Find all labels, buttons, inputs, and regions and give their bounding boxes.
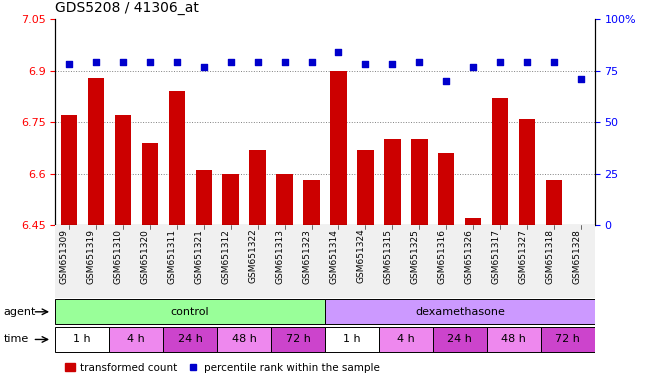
Bar	[433, 327, 487, 352]
Text: GSM651312: GSM651312	[222, 229, 231, 283]
Point	[64, 61, 74, 68]
Text: GSM651322: GSM651322	[248, 229, 257, 283]
Bar	[358, 149, 374, 225]
Point	[576, 76, 586, 82]
Text: GSM651310: GSM651310	[114, 229, 123, 284]
Point	[198, 63, 209, 70]
Bar	[55, 327, 109, 352]
Text: 48 h: 48 h	[231, 334, 257, 344]
Bar	[55, 300, 325, 324]
Point	[252, 60, 263, 66]
Text: GSM651313: GSM651313	[276, 229, 285, 284]
Bar	[60, 115, 77, 225]
Text: control: control	[171, 307, 209, 317]
Text: 72 h: 72 h	[555, 334, 580, 344]
Bar	[384, 139, 400, 225]
Bar	[55, 225, 595, 298]
Text: GSM651325: GSM651325	[410, 229, 419, 283]
Bar	[546, 180, 562, 225]
Text: 4 h: 4 h	[127, 334, 145, 344]
Text: 72 h: 72 h	[285, 334, 311, 344]
Bar	[379, 327, 433, 352]
Point	[280, 60, 290, 66]
Text: GSM651311: GSM651311	[168, 229, 177, 284]
Text: GSM651315: GSM651315	[384, 229, 393, 284]
Text: GSM651321: GSM651321	[194, 229, 203, 283]
Text: GSM651326: GSM651326	[464, 229, 473, 283]
Point	[468, 63, 478, 70]
Bar	[217, 327, 271, 352]
Text: GSM651319: GSM651319	[86, 229, 96, 284]
Bar	[163, 327, 217, 352]
Bar	[271, 327, 325, 352]
Point	[226, 60, 236, 66]
Bar	[304, 180, 320, 225]
Text: 48 h: 48 h	[501, 334, 526, 344]
Legend: transformed count, percentile rank within the sample: transformed count, percentile rank withi…	[60, 359, 384, 377]
Text: dexamethasone: dexamethasone	[415, 307, 505, 317]
Text: GSM651318: GSM651318	[545, 229, 554, 284]
Text: 1 h: 1 h	[73, 334, 91, 344]
Point	[90, 60, 101, 66]
Text: GSM651309: GSM651309	[60, 229, 69, 284]
Text: GSM651317: GSM651317	[491, 229, 500, 284]
Bar	[487, 327, 541, 352]
Bar	[196, 170, 212, 225]
Bar	[88, 78, 104, 225]
Bar	[142, 143, 158, 225]
Bar	[325, 327, 379, 352]
Bar	[250, 149, 266, 225]
Point	[306, 60, 317, 66]
Text: GSM651316: GSM651316	[437, 229, 447, 284]
Bar	[438, 153, 454, 225]
Text: GSM651327: GSM651327	[518, 229, 527, 283]
Bar	[276, 174, 292, 225]
Text: GDS5208 / 41306_at: GDS5208 / 41306_at	[55, 2, 199, 15]
Point	[387, 61, 398, 68]
Point	[333, 49, 344, 55]
Bar	[411, 139, 428, 225]
Bar	[519, 119, 536, 225]
Text: GSM651314: GSM651314	[330, 229, 339, 283]
Point	[144, 60, 155, 66]
Bar	[541, 327, 595, 352]
Bar	[168, 91, 185, 225]
Bar	[330, 71, 346, 225]
Bar	[465, 218, 482, 225]
Point	[414, 60, 424, 66]
Point	[495, 60, 506, 66]
Text: 24 h: 24 h	[177, 334, 203, 344]
Point	[549, 60, 560, 66]
Text: agent: agent	[3, 307, 36, 317]
Bar	[222, 174, 239, 225]
Bar	[109, 327, 163, 352]
Text: GSM651320: GSM651320	[140, 229, 150, 283]
Text: 4 h: 4 h	[397, 334, 415, 344]
Text: time: time	[3, 334, 29, 344]
Bar	[325, 300, 595, 324]
Text: 24 h: 24 h	[447, 334, 473, 344]
Text: 1 h: 1 h	[343, 334, 361, 344]
Point	[360, 61, 370, 68]
Text: GSM651323: GSM651323	[302, 229, 311, 283]
Point	[118, 60, 128, 66]
Point	[522, 60, 532, 66]
Text: GSM651328: GSM651328	[572, 229, 581, 283]
Point	[172, 60, 182, 66]
Text: GSM651324: GSM651324	[356, 229, 365, 283]
Point	[441, 78, 452, 84]
Bar	[492, 98, 508, 225]
Bar	[114, 115, 131, 225]
